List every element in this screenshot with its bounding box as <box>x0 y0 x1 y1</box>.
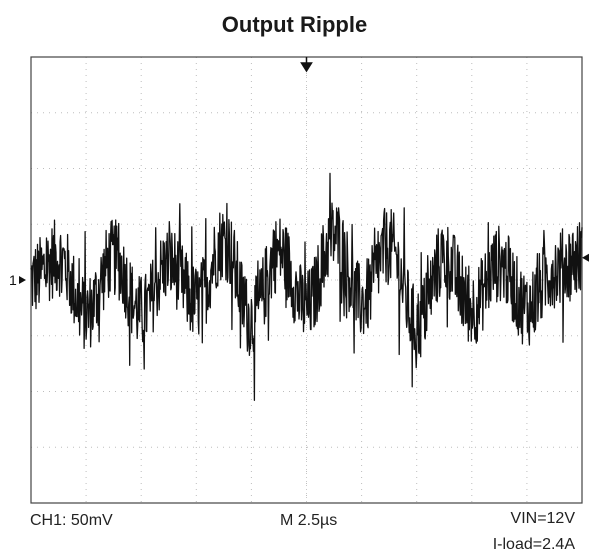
ripple-trace <box>30 172 583 401</box>
markers: 1 <box>9 57 589 288</box>
trigger-position-icon <box>300 57 313 73</box>
channel-ground-icon <box>19 276 26 284</box>
trace-layer <box>30 172 583 401</box>
timebase-label: M 2.5µs <box>280 512 338 529</box>
iload-label: I-load=2.4A <box>492 536 575 553</box>
vin-label: VIN=12V <box>510 510 575 527</box>
chart-title: Output Ripple <box>221 12 368 37</box>
channel-marker: 1 <box>9 272 17 288</box>
trigger-level-icon <box>582 253 589 262</box>
grid <box>31 57 582 503</box>
channel-scale-label: CH1: 50mV <box>30 512 113 529</box>
